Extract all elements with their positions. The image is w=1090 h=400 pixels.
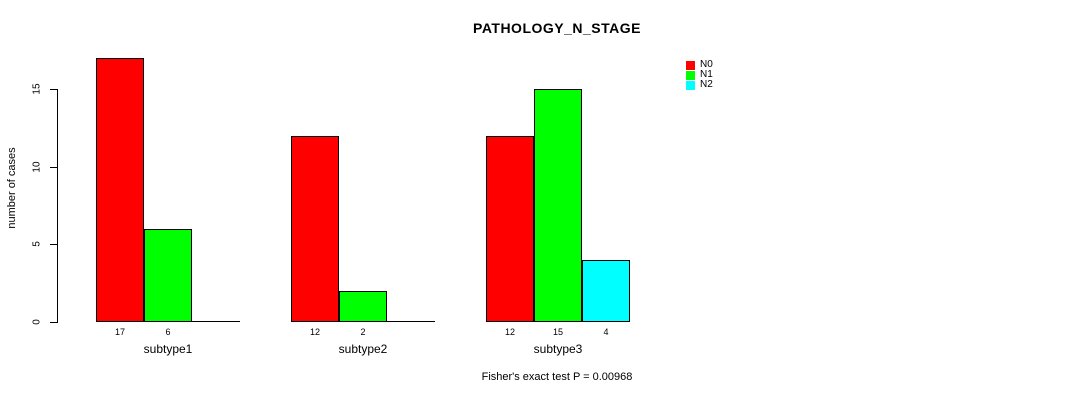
legend-row-N0: N0 xyxy=(686,60,713,70)
bar-subtype1-N0 xyxy=(96,58,144,322)
bar-value-label: 12 xyxy=(309,327,320,337)
stat-test-caption: Fisher's exact test P = 0.00968 xyxy=(481,371,633,383)
y-tick-mark xyxy=(50,89,57,90)
bar-value-label: 12 xyxy=(504,327,515,337)
category-label-subtype1: subtype1 xyxy=(143,342,193,356)
y-axis-label: number of cases xyxy=(6,147,18,229)
category-label-subtype2: subtype2 xyxy=(338,342,388,356)
y-tick-label: 5 xyxy=(31,241,43,247)
bar-subtype3-N1 xyxy=(534,89,582,322)
bar-subtype3-N2 xyxy=(582,260,630,322)
y-tick-label: 10 xyxy=(31,161,43,173)
bar-subtype2-N0 xyxy=(291,136,339,322)
legend-label-N2: N2 xyxy=(700,79,713,90)
legend-swatch-N2 xyxy=(686,80,695,90)
bar-value-label: 2 xyxy=(360,327,366,337)
bar-value-label: 6 xyxy=(165,327,171,337)
bar-subtype2-N1 xyxy=(339,291,387,322)
y-tick-mark xyxy=(50,244,57,245)
legend-swatch-N1 xyxy=(686,70,695,80)
bar-subtype1-N2 xyxy=(192,321,240,322)
legend-row-N2: N2 xyxy=(686,80,713,90)
bar-value-label: 4 xyxy=(603,327,609,337)
legend-swatch-N0 xyxy=(686,60,695,70)
bar-subtype2-N2 xyxy=(387,321,435,322)
chart-title: PATHOLOGY_N_STAGE xyxy=(473,20,641,36)
bar-subtype3-N0 xyxy=(486,136,534,322)
y-tick-mark xyxy=(50,322,57,323)
legend-row-N1: N1 xyxy=(686,70,713,80)
legend-label-N1: N1 xyxy=(700,69,713,80)
bar-value-label: 17 xyxy=(114,327,125,337)
y-tick-mark xyxy=(50,167,57,168)
legend-label-N0: N0 xyxy=(700,59,713,70)
legend: N0 N1 N2 xyxy=(686,60,713,90)
bar-value-label: 15 xyxy=(552,327,563,337)
category-label-subtype3: subtype3 xyxy=(533,342,583,356)
y-tick-label: 0 xyxy=(31,319,43,325)
y-tick-label: 15 xyxy=(31,83,43,95)
bar-subtype1-N1 xyxy=(144,229,192,322)
y-axis-line xyxy=(57,89,58,323)
